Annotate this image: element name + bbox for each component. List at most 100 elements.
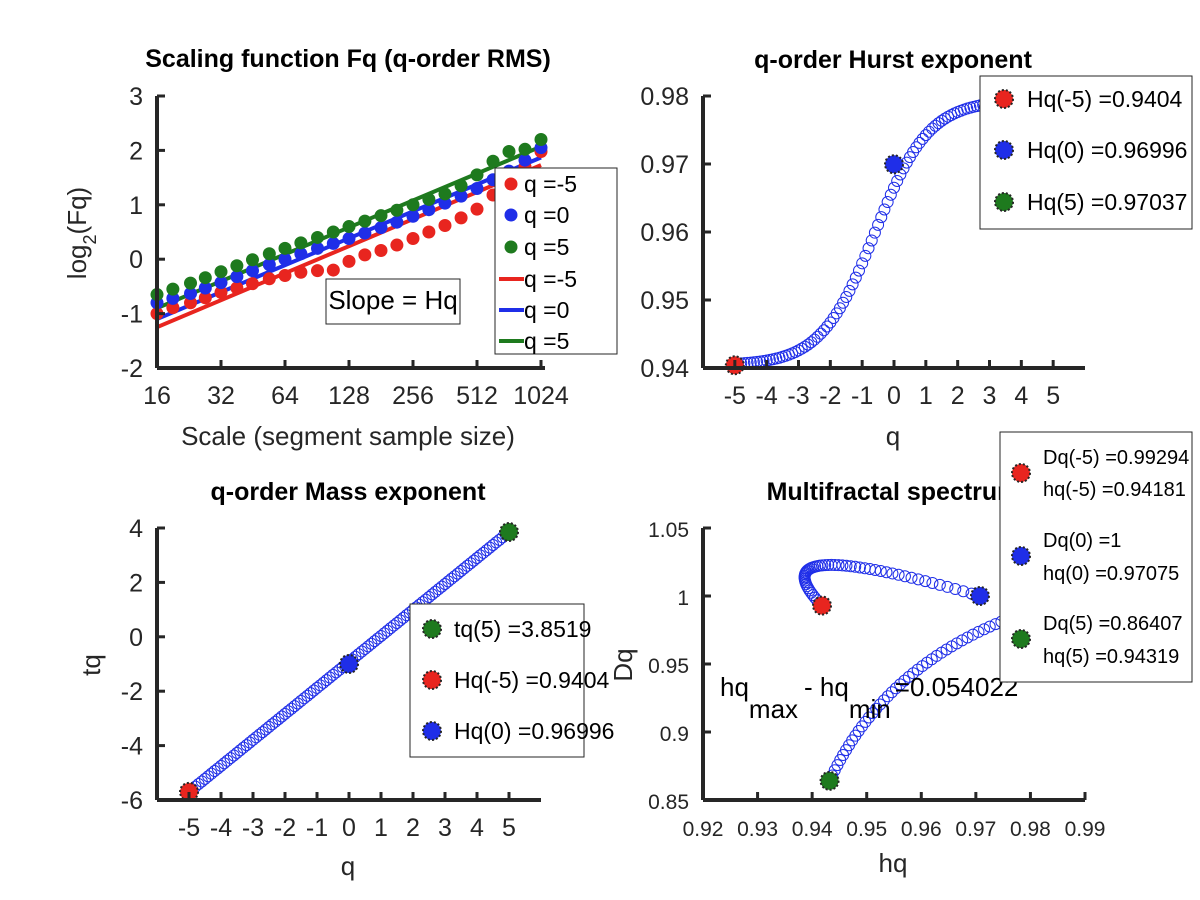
curve-point bbox=[926, 122, 939, 135]
data-point bbox=[278, 269, 292, 283]
curve-point bbox=[935, 114, 948, 127]
y-tick-label: 2 bbox=[129, 569, 143, 597]
hurst-exponent-title: q-order Hurst exponent bbox=[754, 46, 1032, 74]
data-point bbox=[406, 209, 420, 223]
legend-marker-dq-0 bbox=[1011, 546, 1031, 566]
multifractal-spectrum-legend: Dq(-5) =0.99294 hq(-5) =0.94181 Dq(0) =1… bbox=[999, 431, 1193, 683]
x-tick-label: 4 bbox=[470, 814, 484, 842]
scaling-function-title: Scaling function Fq (q-order RMS) bbox=[145, 45, 551, 73]
legend-label: Dq(-5) =0.99294 bbox=[1043, 447, 1189, 469]
data-point bbox=[230, 270, 244, 284]
curve-point bbox=[859, 715, 872, 728]
legend-label: q =0 bbox=[524, 202, 569, 228]
data-point bbox=[534, 133, 548, 147]
y-tick-label: 0.9 bbox=[660, 723, 689, 746]
x-tick-label: 0.93 bbox=[737, 818, 778, 841]
curve-point bbox=[874, 565, 887, 578]
y-tick-label: 0.85 bbox=[648, 791, 689, 814]
data-point bbox=[310, 230, 324, 244]
legend-marker-tq-5 bbox=[422, 619, 442, 639]
data-point bbox=[342, 254, 356, 268]
legend-label: q =-5 bbox=[524, 266, 577, 292]
data-point bbox=[406, 198, 420, 212]
scaling-function-y-label: log2(Fq) bbox=[62, 187, 100, 279]
curve-point bbox=[894, 678, 907, 691]
x-tick-label: 0.94 bbox=[792, 818, 833, 841]
curve-point bbox=[888, 181, 900, 194]
x-tick-label: 3 bbox=[438, 814, 452, 842]
highlight-point bbox=[499, 522, 519, 543]
x-tick-label: -5 bbox=[724, 382, 746, 410]
x-tick-label: 2 bbox=[406, 814, 420, 842]
x-tick-label: -1 bbox=[306, 814, 328, 842]
data-point bbox=[278, 241, 292, 255]
data-point bbox=[438, 187, 452, 201]
legend-label: Hq(-5) =0.9404 bbox=[1027, 86, 1183, 112]
mass-exponent-title: q-order Mass exponent bbox=[210, 478, 486, 506]
curve-point bbox=[926, 576, 939, 589]
data-point bbox=[374, 221, 388, 235]
curve-point bbox=[877, 694, 890, 707]
mass-exponent-panel: q-order Mass exponent -5 -4 -3 -2 -1 0 1 2 3 4 5-6… bbox=[76, 478, 614, 881]
curve-point bbox=[856, 257, 869, 270]
x-tick-label: -1 bbox=[851, 382, 873, 410]
y-tick-label: 0.95 bbox=[640, 287, 689, 315]
curve-point bbox=[814, 327, 827, 340]
curve-point bbox=[891, 174, 904, 187]
y-tick-label: 0 bbox=[129, 624, 143, 652]
legend-label: q =5 bbox=[524, 328, 569, 354]
data-point bbox=[230, 281, 244, 295]
curve-point bbox=[880, 566, 893, 579]
x-tick-label: -3 bbox=[787, 382, 809, 410]
x-tick-label: 0.95 bbox=[846, 818, 887, 841]
y-tick-label: -2 bbox=[121, 678, 143, 706]
curve-point bbox=[872, 218, 885, 231]
curve-point bbox=[898, 674, 911, 687]
legend-label: q =0 bbox=[524, 297, 569, 323]
legend-marker-dq-minus5 bbox=[1011, 463, 1031, 483]
curve-point bbox=[843, 284, 856, 297]
data-point bbox=[214, 276, 228, 290]
legend-label: q =-5 bbox=[524, 171, 577, 197]
x-tick-label: 512 bbox=[456, 382, 498, 410]
data-point bbox=[390, 215, 404, 229]
curve-point bbox=[849, 560, 862, 573]
data-point bbox=[198, 281, 212, 295]
y-tick-label: 4 bbox=[129, 515, 143, 543]
curve-point bbox=[923, 125, 936, 138]
data-point bbox=[310, 264, 324, 278]
curve-point bbox=[865, 234, 878, 247]
data-point bbox=[454, 189, 468, 203]
data-point bbox=[198, 271, 212, 285]
y-tick-label: 1.05 bbox=[648, 519, 689, 542]
data-point bbox=[184, 276, 198, 290]
data-point bbox=[406, 232, 420, 246]
x-tick-label: 0.97 bbox=[955, 818, 996, 841]
curve-point bbox=[978, 623, 991, 636]
x-tick-label: -4 bbox=[756, 382, 778, 410]
y-tick-label: 0 bbox=[129, 246, 143, 274]
width-annotation: hqmax- hqmin=0.054022 bbox=[720, 672, 1018, 724]
y-tick-label: -1 bbox=[121, 301, 143, 329]
data-point bbox=[326, 225, 340, 239]
highlight-point bbox=[812, 595, 833, 616]
curve-point bbox=[938, 112, 951, 125]
curve-point bbox=[919, 129, 932, 142]
data-point bbox=[166, 291, 180, 305]
curve-point bbox=[853, 561, 866, 574]
x-tick-label: -2 bbox=[819, 382, 841, 410]
curve-point bbox=[869, 564, 882, 577]
data-point bbox=[422, 192, 436, 206]
y-tick-label: 2 bbox=[129, 137, 143, 165]
data-point bbox=[422, 203, 436, 217]
data-point bbox=[262, 272, 276, 286]
slope-annotation-box: Slope = Hq bbox=[325, 278, 461, 325]
data-point bbox=[326, 236, 340, 250]
data-point bbox=[454, 211, 468, 225]
legend-label: Hq(-5) =0.9404 bbox=[454, 667, 610, 693]
curve-point bbox=[866, 707, 879, 720]
data-point bbox=[245, 277, 259, 291]
legend-label: hq(5) =0.94319 bbox=[1043, 646, 1179, 668]
curve-point bbox=[808, 333, 821, 346]
